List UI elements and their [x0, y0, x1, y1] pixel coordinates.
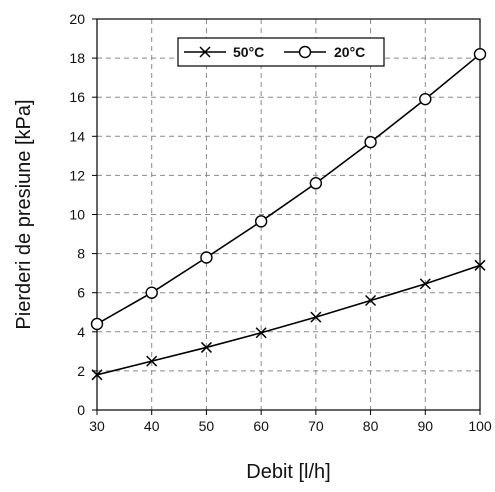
- y-tick-label: 16: [69, 89, 85, 105]
- series-0-point: [255, 327, 267, 339]
- x-tick-label: 100: [468, 418, 492, 434]
- y-tick-label: 8: [77, 246, 85, 262]
- x-tick-label: 70: [308, 418, 324, 434]
- y-tick-label: 2: [77, 363, 85, 379]
- series-1-line: [96, 53, 481, 325]
- x-tick-label: 90: [417, 418, 433, 434]
- y-tick-label: 18: [69, 50, 85, 66]
- series-1-point: [309, 177, 323, 190]
- series-1-point: [473, 47, 487, 61]
- series-1-point: [145, 286, 158, 299]
- x-tick-label: 30: [89, 418, 105, 434]
- series-0-point: [474, 259, 486, 271]
- series-0-point: [419, 278, 431, 290]
- series-1-point: [200, 251, 213, 264]
- x-tick-label: 60: [253, 418, 269, 434]
- y-tick-label: 10: [69, 207, 85, 223]
- series-1-point: [90, 317, 104, 331]
- y-tick-label: 12: [69, 167, 85, 183]
- legend-entry-1: 20°C: [284, 44, 365, 60]
- series-1-point: [364, 135, 377, 149]
- y-tick-label: 6: [77, 285, 85, 301]
- series-0-point: [310, 311, 322, 323]
- legend-marker: [199, 46, 211, 58]
- legend-marker: [298, 45, 312, 59]
- y-tick-label: 20: [69, 11, 85, 27]
- x-tick-label: 40: [144, 418, 160, 434]
- series-0-line: [96, 264, 481, 376]
- series-1-point: [254, 215, 268, 228]
- legend: 50°C 20°C: [177, 37, 385, 67]
- y-tick-label: 14: [69, 128, 85, 144]
- series-0-point: [91, 369, 103, 381]
- y-tick-label: 4: [77, 324, 85, 340]
- series-0: [91, 259, 486, 381]
- y-tick-label: 0: [77, 402, 85, 418]
- series-1-point: [419, 92, 432, 106]
- legend-label: 20°C: [334, 44, 365, 60]
- series-0-point: [200, 341, 212, 353]
- series-0-point: [146, 355, 158, 367]
- x-tick-label: 80: [363, 418, 379, 434]
- series-group: [90, 47, 487, 381]
- series-1: [90, 47, 487, 331]
- x-axis-title: Debit [l/h]: [246, 461, 330, 483]
- legend-entry-0: 50°C: [184, 44, 264, 60]
- y-axis-title: Pierderi de presiune [kPa]: [13, 99, 35, 329]
- legend-label: 50°C: [233, 44, 264, 60]
- axis-ticks: 30 40 50 60 70 80 90 100 0 2 4 6 8 10 12 14 16 18 20: [69, 11, 491, 434]
- series-0-point: [365, 294, 377, 307]
- grid: [97, 19, 480, 410]
- x-tick-label: 50: [199, 418, 215, 434]
